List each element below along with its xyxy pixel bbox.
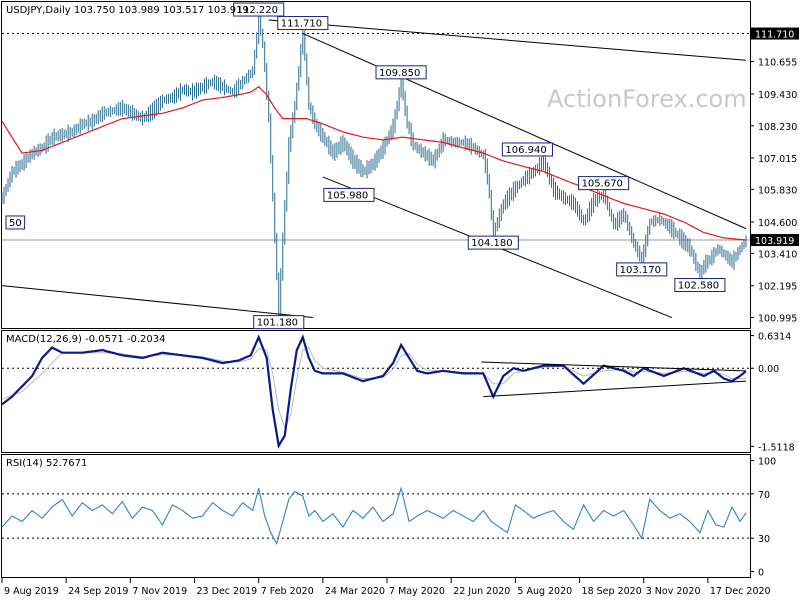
macd-title: MACD(12,26,9) -0.0571 -0.2034 — [6, 334, 166, 345]
annotation-label: 50 — [9, 218, 22, 229]
macd-trendline-1 — [483, 380, 747, 398]
price-trendline-3 — [1, 285, 313, 319]
price-title: USDJPY,Daily 103.750 103.989 103.517 103… — [6, 5, 249, 16]
macd-line — [1, 334, 747, 450]
annotation-box — [323, 187, 375, 202]
axes-layer: 111.710 110.655 109.430 108.230 107.015 105.8… — [1, 27, 799, 597]
price-annotation-7: 105.670 — [578, 176, 630, 191]
macd-layer — [1, 334, 750, 450]
xtick-label: 7 Nov 2019 — [132, 586, 187, 597]
price-annotation-10: 50 — [5, 215, 26, 230]
annotation-box — [5, 215, 26, 230]
xtick-label: 22 Jun 2020 — [453, 586, 510, 597]
xtick-label: 24 Mar 2020 — [325, 586, 385, 597]
macd-ytick-label: 0.6314 — [758, 332, 791, 343]
price-ytick-label: 102.195 — [758, 282, 797, 293]
price-annotation-6: 106.940 — [501, 142, 553, 157]
rsi-ytick-label: 100 — [758, 457, 776, 468]
annotation-box — [233, 2, 285, 17]
price-ytick-label: 108.230 — [758, 122, 797, 133]
price-annotation-5: 104.180 — [467, 235, 519, 250]
price-ytick-label: 103.410 — [758, 250, 797, 261]
price-panel-frame — [1, 1, 751, 329]
annotation-label: 101.180 — [257, 318, 298, 329]
price-ytick-label: 104.600 — [758, 218, 797, 229]
xtick-label: 24 Sep 2019 — [68, 586, 128, 597]
macd-ytick-label: 0.00 — [758, 364, 779, 375]
annotation-box — [578, 176, 630, 191]
rsi-title: RSI(14) 52.7671 — [6, 458, 87, 469]
annotation-label: 105.980 — [327, 190, 368, 201]
price-annotation-3: 109.850 — [375, 65, 427, 80]
level-label: 111.710 — [755, 30, 794, 41]
xtick-label: 5 Aug 2020 — [517, 586, 572, 597]
annotation-box — [467, 235, 519, 250]
rsi-ytick-label: 30 — [758, 534, 770, 545]
price-annotation-4: 105.980 — [323, 187, 375, 202]
price-annotation-8: 103.170 — [616, 262, 668, 277]
rsi-ytick-label: 70 — [758, 490, 770, 501]
xtick-label: 23 Dec 2019 — [197, 586, 258, 597]
current-price-label: 103.919 — [755, 236, 794, 247]
rsi-panel-frame — [1, 454, 751, 578]
xtick-label: 3 Nov 2020 — [646, 586, 701, 597]
annotation-label: 103.170 — [620, 265, 661, 276]
price-ytick-label: 110.655 — [758, 58, 797, 69]
price-annotation-0: 112.220 — [233, 2, 285, 17]
xtick-label: 7 May 2020 — [389, 586, 445, 597]
price-trendline-0 — [268, 19, 747, 61]
price-ytick-label: 100.995 — [758, 314, 797, 325]
annotation-label: 112.220 — [237, 5, 278, 16]
watermark: ActionForex.com — [547, 85, 747, 113]
price-ytick-label: 105.830 — [758, 185, 797, 196]
annotation-label: 109.850 — [379, 68, 420, 79]
xtick-label: 17 Dec 2020 — [710, 586, 771, 597]
price-ytick-label: 109.430 — [758, 90, 797, 101]
macd-panel-frame — [1, 330, 751, 453]
price-ytick-label: 107.015 — [758, 154, 797, 165]
annotation-label: 111.710 — [281, 19, 322, 30]
xtick-label: 9 Aug 2019 — [4, 586, 59, 597]
annotation-box — [501, 142, 553, 157]
current-price-box — [751, 234, 799, 247]
macd-trendline-0 — [481, 361, 747, 372]
annotation-box — [375, 65, 427, 80]
xtick-label: 18 Sep 2020 — [582, 586, 642, 597]
annotation-box — [674, 278, 726, 293]
annotation-label: 106.940 — [505, 145, 546, 156]
annotation-box — [253, 315, 305, 330]
xtick-label: 7 Feb 2020 — [261, 586, 314, 597]
annotation-label: 104.180 — [471, 238, 512, 249]
price-annotation-9: 102.580 — [674, 278, 726, 293]
annotation-box — [277, 16, 329, 31]
macd-ytick-label: -1.5118 — [758, 442, 795, 453]
annotation-label: 102.580 — [678, 281, 719, 292]
moving-average-line — [1, 86, 747, 241]
rsi-layer — [1, 486, 750, 546]
rsi-ytick-label: 0 — [758, 567, 764, 578]
annotation-box — [616, 262, 668, 277]
rsi-line — [1, 486, 747, 546]
annotation-label: 105.670 — [582, 179, 623, 190]
level-box — [751, 27, 799, 40]
price-annotation-1: 111.710 — [277, 16, 329, 31]
price-annotation-2: 101.180 — [253, 315, 305, 330]
